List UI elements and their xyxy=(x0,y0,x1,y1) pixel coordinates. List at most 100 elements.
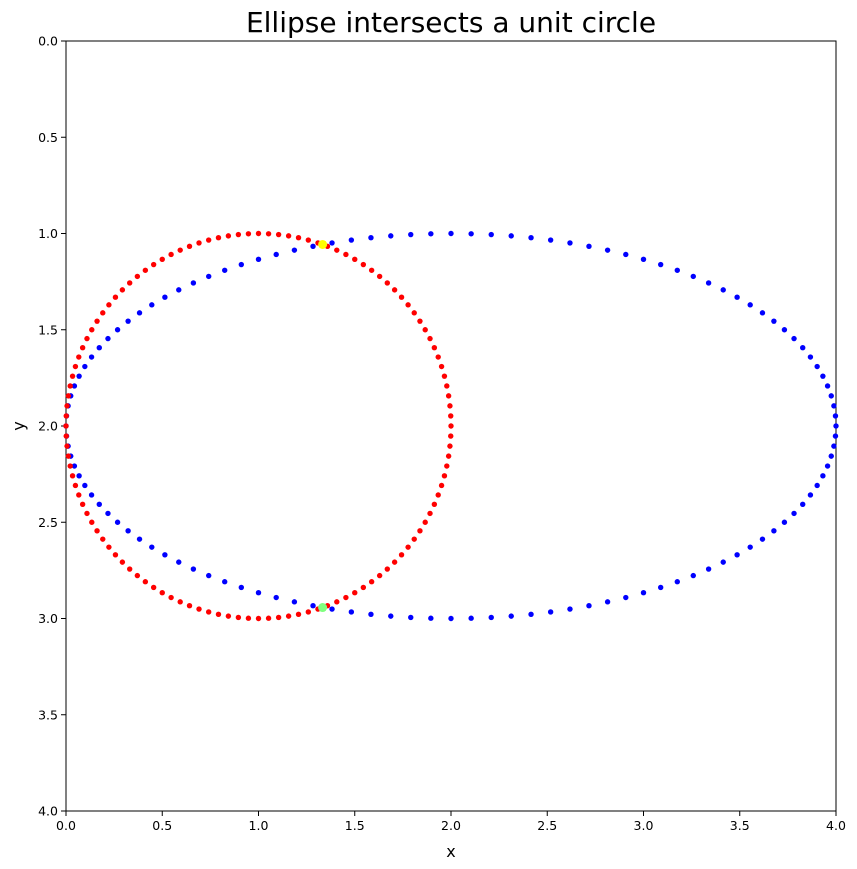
ellipse-point xyxy=(222,267,228,273)
ellipse-point xyxy=(820,473,826,479)
ellipse-point xyxy=(824,383,831,389)
circle-point xyxy=(352,590,358,596)
circle-point xyxy=(196,240,202,246)
y-tick-label: 2.5 xyxy=(38,515,58,530)
circle-point xyxy=(352,256,358,262)
circle-point xyxy=(100,310,106,316)
circle-point xyxy=(67,463,73,469)
ellipse-point xyxy=(759,310,766,316)
y-tick-label: 3.0 xyxy=(38,611,58,626)
x-tick-label: 3.5 xyxy=(730,818,750,833)
ellipse-point xyxy=(162,294,168,300)
ellipse-point xyxy=(448,230,454,237)
circle-point xyxy=(245,231,252,237)
ellipse-point xyxy=(807,354,814,360)
circle-point xyxy=(119,287,126,293)
circle-point xyxy=(360,584,367,591)
x-tick-label: 4.0 xyxy=(826,818,846,833)
circle-point xyxy=(305,237,312,243)
ellipse-point xyxy=(105,335,111,342)
circle-point xyxy=(435,492,441,498)
ellipse-point xyxy=(149,544,155,550)
circle-point xyxy=(275,231,282,238)
ellipse-point xyxy=(190,280,197,286)
circle-point xyxy=(84,335,90,342)
circle-point xyxy=(391,287,398,293)
circle-point xyxy=(84,510,90,517)
ellipse-point xyxy=(273,594,279,601)
circle-point xyxy=(275,614,282,621)
circle-point xyxy=(384,566,391,572)
circle-point xyxy=(69,373,76,379)
ellipse-point xyxy=(176,559,182,565)
circle-point xyxy=(417,528,423,534)
circle-point xyxy=(63,423,69,429)
ellipse-point xyxy=(747,302,753,308)
circle-point xyxy=(447,443,453,449)
circle-point xyxy=(67,383,73,389)
ellipse-point xyxy=(508,233,514,239)
circle-point xyxy=(76,492,82,498)
ellipse-point xyxy=(238,261,245,268)
ellipse-point xyxy=(814,363,820,370)
circle-point xyxy=(343,251,349,258)
ellipse-point xyxy=(114,519,121,525)
ellipse-point xyxy=(428,231,434,237)
intersection-point xyxy=(318,239,328,249)
circle-point xyxy=(89,327,95,333)
circle-point xyxy=(205,237,212,243)
x-tick-label: 1.0 xyxy=(249,818,269,833)
x-tick-label: 3.0 xyxy=(634,818,654,833)
circle-point xyxy=(360,261,367,268)
circle-point xyxy=(368,579,375,585)
circle-point xyxy=(398,294,405,300)
ellipse-point xyxy=(832,433,839,439)
circle-point xyxy=(334,247,340,253)
ellipse-point xyxy=(547,237,554,243)
circle-point xyxy=(65,453,72,459)
ellipse-point xyxy=(586,603,592,609)
y-tick-label: 1.0 xyxy=(38,226,58,241)
ellipse-point xyxy=(238,584,245,591)
circle-point xyxy=(64,403,70,409)
circle-point xyxy=(106,302,112,308)
circle-point xyxy=(384,280,391,286)
ellipse-point xyxy=(125,528,131,534)
ellipse-point xyxy=(674,579,680,585)
circle-point xyxy=(405,302,411,308)
ellipse-point xyxy=(162,552,168,558)
circle-point xyxy=(142,267,149,273)
circle-point xyxy=(255,230,262,237)
circle-point xyxy=(265,231,272,237)
ellipse-point xyxy=(771,318,777,324)
ellipse-point xyxy=(567,240,573,246)
x-tick-label: 2.0 xyxy=(441,818,461,833)
circle-point xyxy=(448,423,454,429)
ellipse-point xyxy=(640,590,647,596)
circle-point xyxy=(431,501,438,507)
circle-point xyxy=(79,501,86,507)
ellipse-point xyxy=(831,443,837,449)
x-tick-label: 0.5 xyxy=(152,818,172,833)
circle-point xyxy=(63,413,69,419)
ellipse-point xyxy=(71,463,78,469)
ellipse-point xyxy=(791,510,797,517)
y-axis-label: y xyxy=(9,421,28,430)
ellipse-point xyxy=(408,231,414,238)
circle-point xyxy=(295,235,302,241)
ellipse-point xyxy=(82,482,88,489)
x-tick-label: 2.5 xyxy=(537,818,557,833)
circle-point xyxy=(225,613,232,619)
ellipse-point xyxy=(547,609,554,615)
ellipse-point xyxy=(528,235,534,241)
ellipse-point xyxy=(807,492,814,498)
ellipse-point xyxy=(291,247,298,253)
ellipse-point xyxy=(488,614,494,621)
ellipse-point xyxy=(657,584,664,591)
circle-point xyxy=(205,609,212,615)
y-tick-label: 0.5 xyxy=(38,130,58,145)
ellipse-point xyxy=(348,609,355,615)
circle-point xyxy=(441,473,448,479)
ellipse-point xyxy=(488,231,494,238)
